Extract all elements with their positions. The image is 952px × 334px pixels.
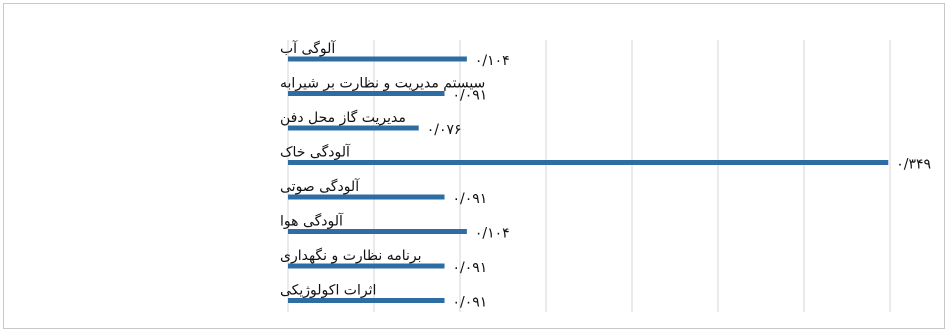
value-label: ۰/۱۰۴ — [475, 226, 510, 242]
category-labels: آلوگی آب سیستم مدیریت و نظارت بر شیرابه مد… — [280, 40, 485, 299]
category-label: آلودگی هوا — [280, 213, 344, 230]
category-label: آلودگی خاک — [280, 144, 351, 161]
bars — [288, 56, 889, 303]
bar — [288, 160, 889, 165]
value-label: ۰/۰۹۱ — [453, 191, 488, 207]
bar — [288, 56, 467, 62]
bar — [288, 91, 445, 96]
bar — [288, 125, 419, 131]
category-label: آلودگی صوتی — [280, 178, 360, 195]
value-label: ۰/۳۴۹ — [896, 157, 931, 173]
category-label: مدیریت گاز محل دفن — [280, 109, 406, 126]
category-label: اثرات اکولوژیکی — [280, 283, 376, 299]
chart-frame — [3, 3, 945, 329]
bar — [288, 263, 445, 269]
bar — [288, 229, 467, 234]
bar — [288, 194, 445, 200]
category-label: برنامه نظارت و نگهداری — [280, 247, 422, 264]
value-label: ۰/۰۹۱ — [453, 295, 488, 311]
category-label: آلوگی آب — [280, 40, 336, 57]
bar — [288, 298, 445, 303]
value-labels: ۰/۱۰۴ ۰/۰۹۱ ۰/۰۷۶ ۰/۳۴۹ ۰/۰۹۱ ۰/۱۰۴ ۰/۰۹۱ ۰/۰۹۱ — [427, 53, 931, 311]
value-label: ۰/۰۹۱ — [453, 260, 488, 276]
value-label: ۰/۰۹۱ — [453, 88, 488, 104]
category-label: سیستم مدیریت و نظارت بر شیرابه — [280, 76, 485, 92]
value-label: ۰/۱۰۴ — [475, 53, 510, 69]
value-label: ۰/۰۷۶ — [427, 122, 462, 138]
